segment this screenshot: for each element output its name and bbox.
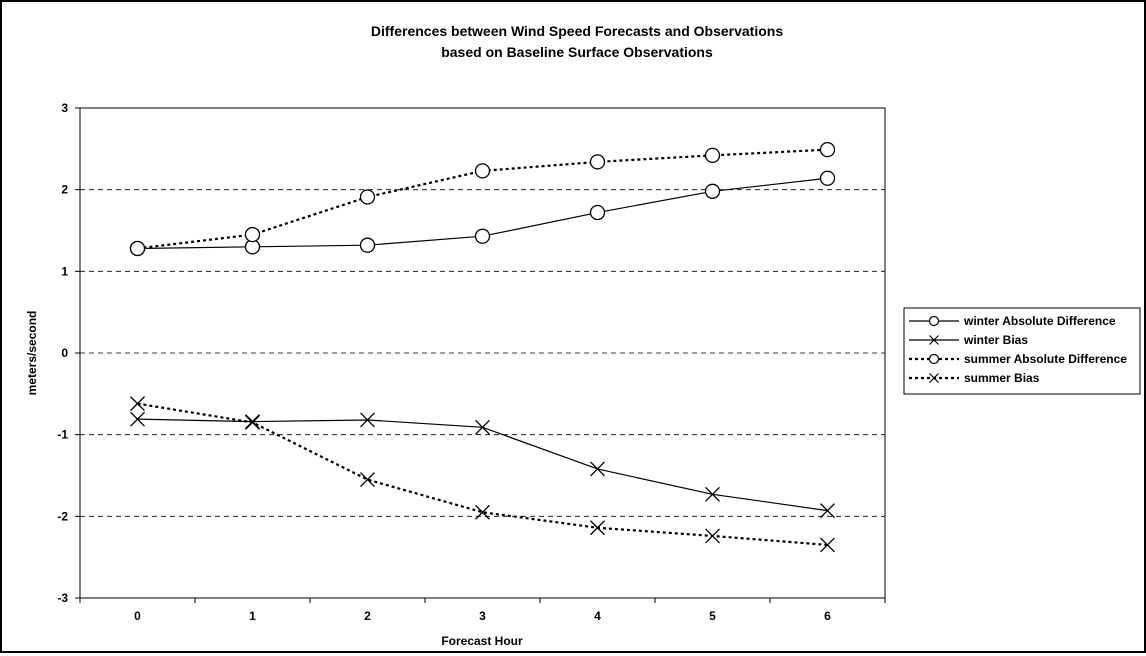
- data-point-winter-absolute-difference: [704, 183, 721, 199]
- y-tick-label: 3: [61, 101, 68, 115]
- data-point-summer-bias: [245, 414, 260, 430]
- data-point-winter-absolute-difference: [589, 204, 606, 221]
- x-tick-label: 0: [134, 609, 141, 623]
- legend-label: summer Absolute Difference: [964, 352, 1127, 366]
- gridlines: [80, 189, 885, 517]
- series-line-winter-bias: [137, 418, 828, 512]
- series-winter-bias: [130, 411, 835, 519]
- data-point-summer-absolute-difference: [359, 189, 376, 205]
- x-tick-label: 4: [594, 609, 601, 623]
- data-point-winter-absolute-difference: [474, 228, 491, 244]
- series-line-summer-bias: [137, 402, 828, 547]
- chart-title: Differences between Wind Speed Forecasts…: [371, 23, 783, 39]
- x-axis-ticks: 0 1 2 3 4 5 6: [79, 598, 886, 623]
- series-layer: [129, 141, 836, 553]
- chart-subtitle: based on Baseline Surface Observations: [441, 44, 713, 60]
- legend: winter Absolute Difference winter Bias sum…: [903, 307, 1141, 395]
- legend-label: winter Bias: [963, 333, 1028, 347]
- x-tick-label: 2: [364, 609, 371, 623]
- data-point-summer-absolute-difference: [589, 154, 606, 170]
- legend-marker: [929, 335, 939, 345]
- series-winter-absolute-difference: [129, 170, 836, 257]
- legend-marker: [929, 373, 939, 383]
- data-point-summer-absolute-difference: [819, 141, 836, 158]
- x-axis-title: Forecast Hour: [441, 634, 523, 648]
- data-point-summer-bias: [360, 472, 375, 488]
- data-point-winter-absolute-difference: [359, 237, 376, 253]
- x-tick-label: 3: [479, 609, 486, 623]
- data-point-summer-bias: [705, 528, 720, 544]
- x-tick-label: 1: [249, 609, 256, 623]
- data-point-summer-absolute-difference: [129, 240, 146, 257]
- y-tick-label: -3: [57, 591, 68, 605]
- y-tick-label: -1: [57, 428, 68, 442]
- data-point-winter-bias: [820, 503, 835, 519]
- legend-box: [903, 307, 1141, 395]
- data-point-summer-absolute-difference: [244, 226, 261, 243]
- y-tick-label: 1: [61, 264, 68, 278]
- y-axis-title: meters/second: [25, 311, 39, 396]
- data-point-summer-bias: [475, 504, 490, 520]
- y-axis-ticks: -3 -2 -1 0 1 2 3: [57, 101, 80, 605]
- series-summer-bias: [130, 396, 835, 553]
- data-point-winter-bias: [130, 411, 145, 427]
- legend-marker: [928, 353, 940, 365]
- legend-label: winter Absolute Difference: [963, 314, 1116, 328]
- data-point-winter-bias: [705, 486, 720, 502]
- data-point-summer-bias: [590, 520, 605, 536]
- data-point-summer-bias: [820, 537, 835, 553]
- legend-label: summer Bias: [964, 371, 1040, 385]
- x-tick-label: 6: [824, 609, 831, 623]
- x-tick-label: 5: [709, 609, 716, 623]
- y-tick-label: -2: [57, 509, 68, 523]
- data-point-winter-bias: [360, 412, 375, 428]
- y-tick-label: 2: [61, 183, 68, 197]
- data-point-winter-absolute-difference: [819, 170, 836, 186]
- data-point-winter-bias: [590, 461, 605, 477]
- data-point-winter-bias: [475, 419, 490, 435]
- legend-marker: [928, 315, 940, 327]
- data-point-summer-absolute-difference: [474, 163, 491, 179]
- data-point-summer-bias: [130, 396, 145, 412]
- series-summer-absolute-difference: [129, 141, 836, 257]
- y-tick-label: 0: [61, 346, 68, 360]
- data-point-summer-absolute-difference: [704, 147, 721, 164]
